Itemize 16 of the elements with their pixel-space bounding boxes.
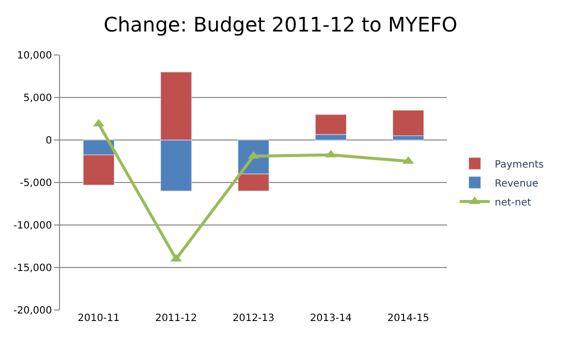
- y-tick-label: 10,000: [17, 50, 52, 62]
- y-tick-label: 5,000: [23, 93, 52, 104]
- chart-title: Change: Budget 2011-12 to MYEFO: [104, 12, 458, 36]
- legend-label: net-net: [494, 197, 532, 208]
- y-tick-label: 0: [46, 136, 52, 146]
- y-tick-label: -5,000: [20, 178, 52, 189]
- y-tick-label: -15,000: [13, 263, 52, 274]
- y-tick-label: -10,000: [13, 220, 52, 232]
- y-tick-label: -20,000: [13, 306, 52, 316]
- legend-label: Payments: [494, 159, 544, 170]
- x-tick-label: 2010-11: [78, 313, 120, 324]
- x-tick-label: 2012-13: [232, 313, 274, 324]
- x-tick-label: 2011-12: [155, 313, 197, 324]
- x-tick-label: 2014-15: [387, 313, 430, 324]
- x-tick-label: 2013-14: [310, 313, 352, 324]
- legend-label: Revenue: [494, 178, 538, 190]
